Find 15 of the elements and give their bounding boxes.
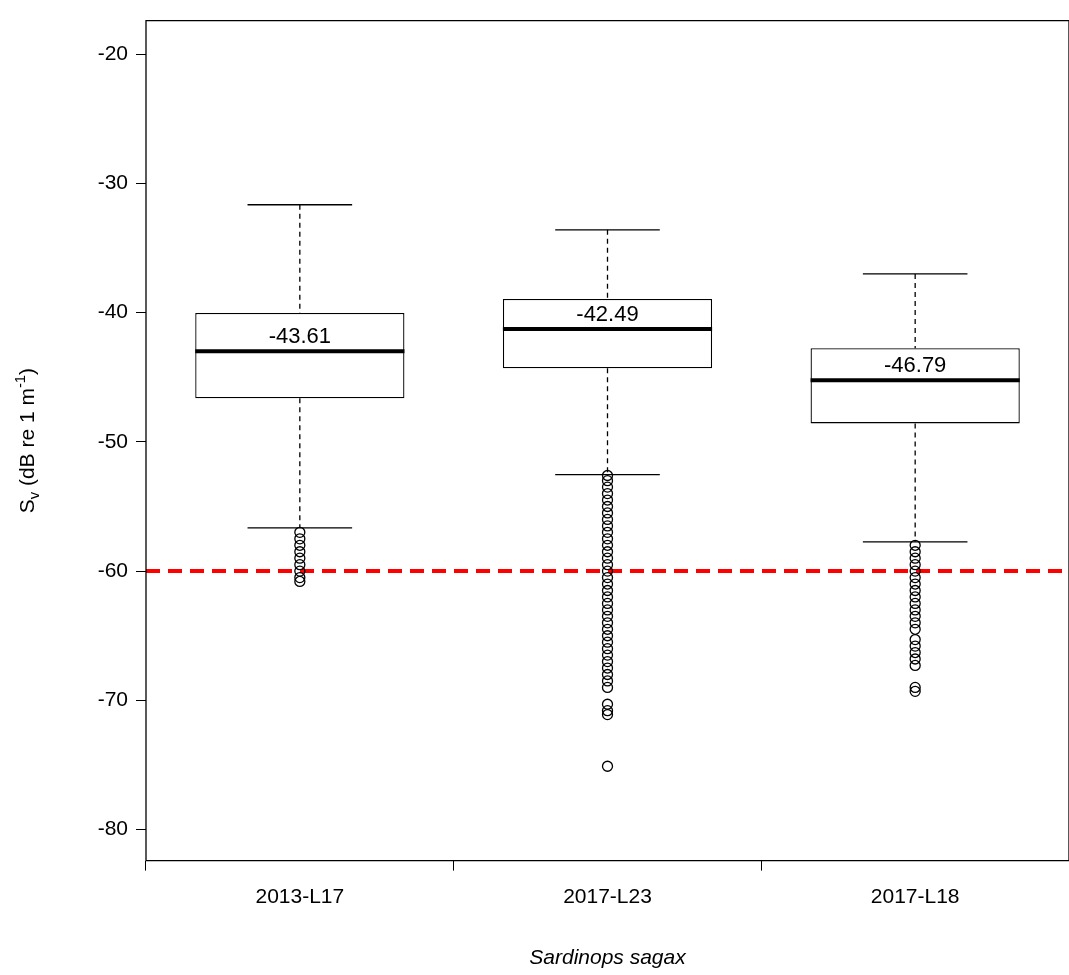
x-tick-label: 2017-L18 <box>870 884 960 907</box>
y-tick-label: -40 <box>97 299 128 323</box>
y-tick-label: -80 <box>97 816 128 840</box>
y-tick-label: -70 <box>97 687 128 711</box>
y-tick-label: -30 <box>97 170 128 194</box>
y-tick-label: -60 <box>97 557 128 581</box>
x-axis-title: Sardinops sagax <box>529 945 688 969</box>
annotation: -43.61 <box>268 323 332 349</box>
y-tick-label: -20 <box>97 41 128 64</box>
y-tick-label: -50 <box>97 428 128 452</box>
x-tick-label: 2013-L17 <box>255 884 345 907</box>
annotation: -46.79 <box>883 352 947 378</box>
y-axis-title: Sv (dB re 1 m-1) <box>11 367 43 514</box>
x-tick-label: 2017-L23 <box>563 884 652 907</box>
annotation: -42.49 <box>576 301 639 327</box>
